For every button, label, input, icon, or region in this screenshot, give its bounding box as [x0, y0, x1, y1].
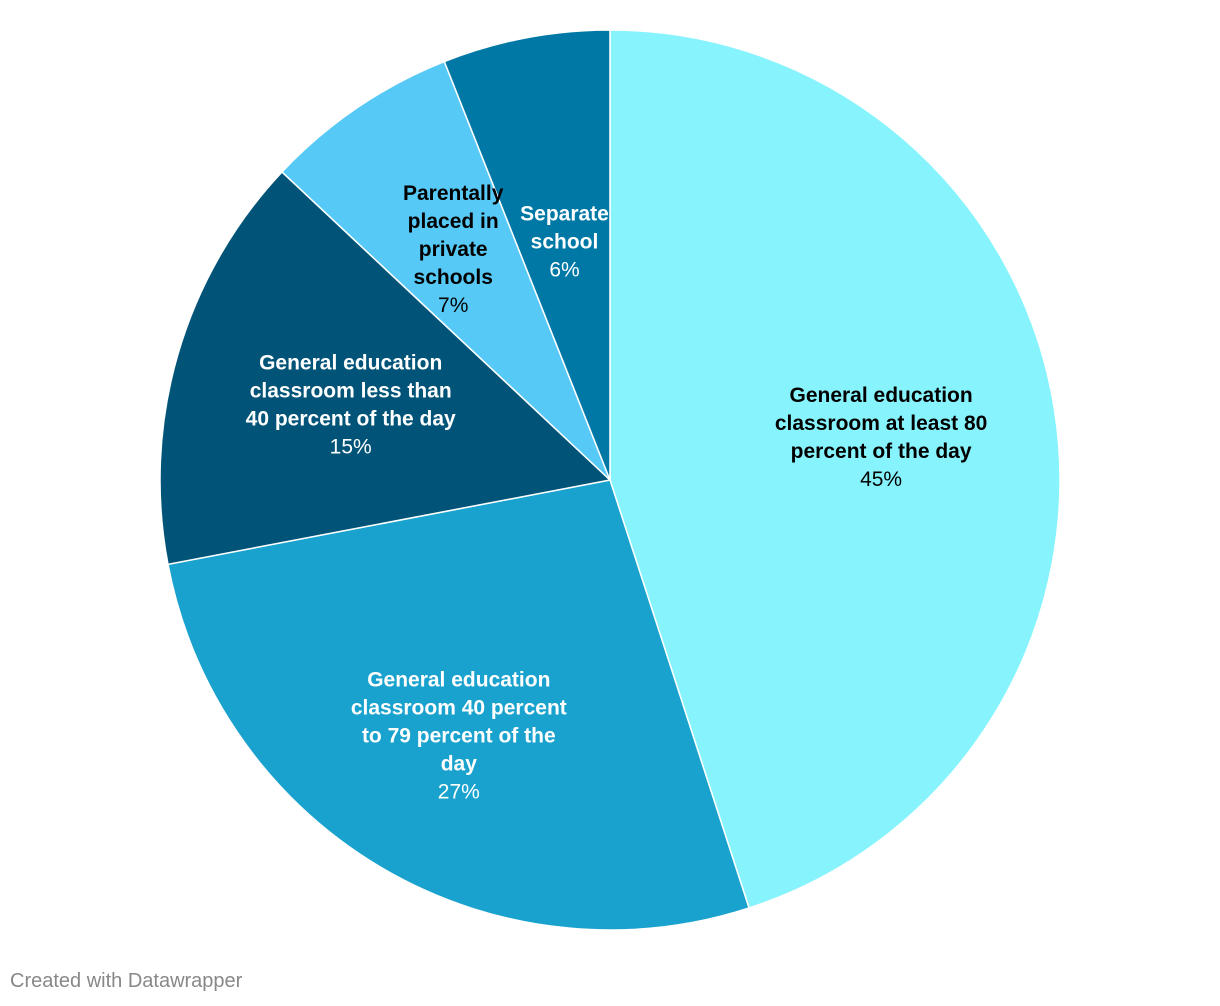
pie-chart: General education classroom at least 80 pe… — [159, 29, 1061, 931]
pie-slice — [443, 29, 611, 481]
pie-slice — [280, 60, 611, 481]
slice-label-line: private — [419, 238, 488, 261]
slice-label-line: General education — [789, 384, 972, 407]
slice-label-line: 40 percent of the day — [246, 408, 456, 431]
pie-slice — [159, 170, 612, 566]
slice-label-line: classroom at least 80 — [775, 412, 987, 435]
slice-value-label: 45% — [860, 468, 902, 491]
slice-label-line: day — [441, 753, 478, 776]
slice-label-line: General education — [259, 352, 442, 375]
slice-value-label: 7% — [438, 294, 468, 317]
slice-label: Separate school 6% — [520, 202, 609, 281]
slice-label: General education classroom 40 percent to … — [351, 669, 567, 804]
slice-label: Parentally placed in private schools 7% — [403, 182, 504, 317]
slice-label-line: school — [531, 230, 599, 253]
pie-labels: General education classroom at least 80 pe… — [246, 182, 988, 803]
pie-slice — [609, 29, 1061, 909]
slice-label-line: Separate — [520, 202, 609, 225]
slice-label-line: Parentally — [403, 182, 504, 205]
slice-value-label: 15% — [330, 436, 372, 459]
slice-label-line: schools — [414, 266, 493, 289]
slice-label-line: to 79 percent of the — [362, 725, 556, 748]
slice-value-label: 6% — [549, 258, 579, 281]
slice-value-label: 27% — [438, 781, 480, 804]
slice-label-line: General education — [367, 669, 550, 692]
slice-label: General education classroom at least 80 pe… — [775, 384, 987, 491]
pie-slice — [167, 479, 751, 931]
pie-slices — [159, 29, 1061, 931]
slice-label-line: classroom less than — [250, 380, 452, 403]
slice-label: General education classroom less than 40 p… — [246, 352, 456, 459]
slice-label-line: percent of the day — [791, 440, 972, 463]
datawrapper-credit: Created with Datawrapper — [10, 970, 243, 992]
slice-label-line: classroom 40 percent — [351, 697, 567, 720]
slice-label-line: placed in — [408, 210, 499, 233]
